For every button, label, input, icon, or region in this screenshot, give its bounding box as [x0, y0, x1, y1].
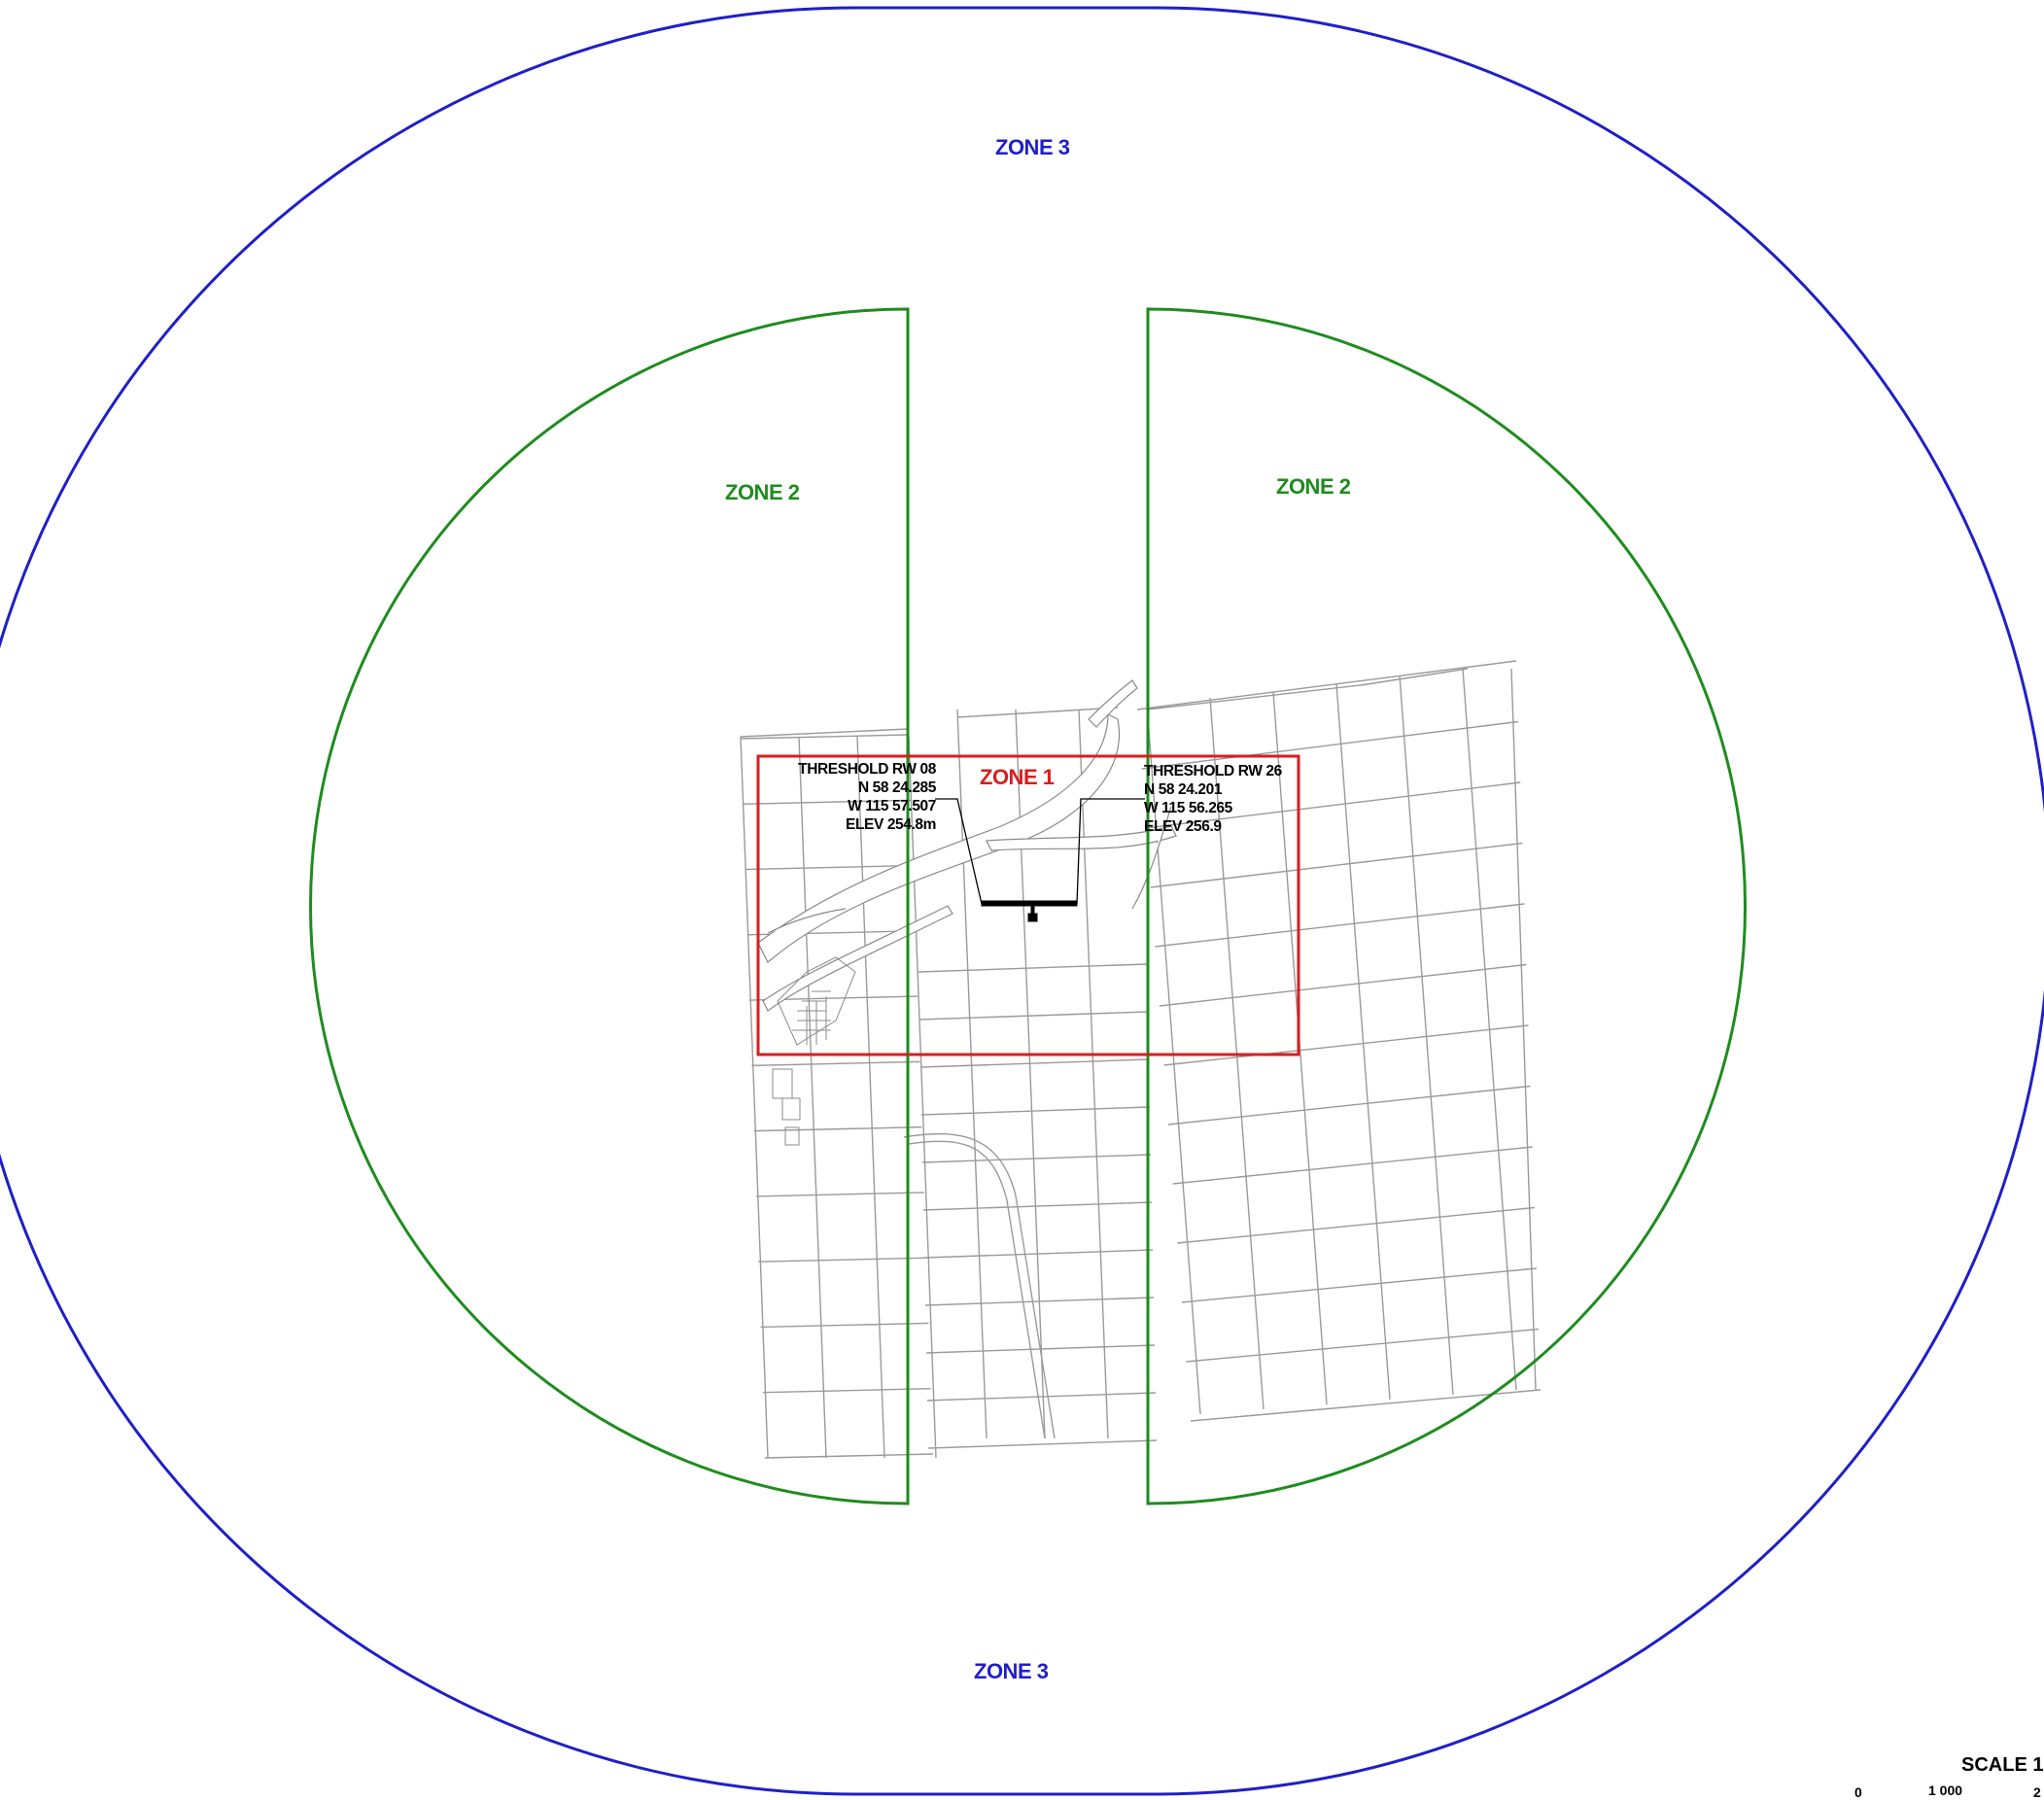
parcel-line — [745, 864, 914, 871]
zone2-right-label: ZONE 2 — [1276, 474, 1351, 499]
parcel-line — [762, 1388, 931, 1394]
threshold-rw26-lat: N 58 24.201 — [1144, 781, 1223, 798]
threshold-rw08-label: THRESHOLD RW 08 N 58 24.285 W 115 57.507… — [785, 760, 936, 834]
parcel-line — [856, 736, 885, 1459]
parcel-line — [924, 1297, 1155, 1306]
parcel-line — [919, 1058, 1150, 1068]
parcel-line — [1150, 842, 1523, 888]
zone1-boundary — [756, 754, 1300, 1056]
parcel-line — [1335, 682, 1391, 1401]
parcel-line — [918, 1011, 1149, 1021]
zone2-left-label: ZONE 2 — [725, 480, 800, 504]
threshold-rw26-label: THRESHOLD RW 26 N 58 24.201 W 115 56.265… — [1144, 762, 1282, 836]
zone2-right-boundary — [1146, 307, 1747, 1506]
parcel-line — [1078, 709, 1109, 1439]
scale-tick-1000: 1 000 — [1928, 1783, 1963, 1798]
threshold-rw08-title: THRESHOLD RW 08 — [798, 761, 936, 778]
zone2-left-boundary — [309, 307, 910, 1506]
threshold-rw26-lon: W 115 56.265 — [1144, 800, 1232, 816]
zone3-top-label: ZONE 3 — [995, 135, 1070, 159]
leader-rw08 — [935, 798, 983, 905]
parcel-line — [1155, 903, 1525, 948]
threshold-rw08-lon: W 115 57.507 — [848, 798, 936, 814]
road-line — [908, 1140, 1046, 1439]
scale-tick-0: 0 — [1854, 1784, 1862, 1800]
river-channel — [757, 679, 1177, 1012]
parcel-line — [1177, 1206, 1535, 1244]
parcel-line — [920, 1106, 1151, 1116]
parcel-line — [1168, 1085, 1531, 1125]
parcel-line — [1141, 720, 1519, 770]
scale-tick-2: 2 — [2033, 1784, 2041, 1800]
parcel-line — [1146, 781, 1521, 829]
parcel-line — [798, 736, 827, 1459]
parcel-line — [1360, 668, 1469, 686]
parcel-line — [764, 1453, 934, 1459]
threshold-rw08-lat: N 58 24.285 — [857, 779, 936, 796]
threshold-rw26-title: THRESHOLD RW 26 — [1144, 763, 1282, 779]
parcel-line — [755, 1192, 924, 1197]
parcel-line — [926, 1392, 1157, 1402]
parcel-line — [1146, 684, 1362, 710]
parcel-line — [1186, 1328, 1539, 1363]
parcel-line — [922, 1201, 1153, 1211]
threshold-rw08-elev: ELEV 254.8m — [846, 816, 936, 833]
parcel-line — [753, 1125, 922, 1132]
scale-title: SCALE 1 — [1961, 1754, 2044, 1776]
zone1-label: ZONE 1 — [980, 765, 1055, 789]
parcel-line — [921, 1154, 1152, 1163]
town-lots — [772, 956, 856, 1146]
parcel-line — [743, 799, 912, 805]
leader-rw26 — [1076, 798, 1145, 905]
parcel-line — [751, 1060, 920, 1067]
parcel-line — [918, 963, 1148, 973]
parcel-line — [760, 1322, 929, 1329]
parcel-grid — [740, 660, 1542, 1459]
parcel-line — [740, 728, 910, 738]
zone3-boundary — [0, 6, 2044, 1796]
parcel-line — [956, 709, 987, 1439]
parcel-line — [1399, 675, 1454, 1396]
parcel-line — [1510, 668, 1537, 1391]
parcel-line — [740, 736, 769, 1459]
parcel-line — [956, 707, 1119, 718]
parcel-line — [1146, 704, 1201, 1415]
runway — [981, 900, 1078, 922]
zone3-bottom-label: ZONE 3 — [974, 1659, 1049, 1683]
threshold-rw26-elev: ELEV 256.9 — [1144, 818, 1222, 835]
parcel-line — [1136, 660, 1517, 710]
parcel-line — [908, 736, 937, 1459]
parcel-line — [1172, 1146, 1533, 1185]
parcel-line — [923, 1249, 1154, 1259]
parcel-line — [1159, 963, 1527, 1007]
parcel-line — [1163, 1024, 1529, 1066]
parcel-line — [1181, 1267, 1537, 1303]
parcel-line — [1190, 1389, 1542, 1422]
parcel-line — [927, 1439, 1158, 1449]
parcel-line — [740, 734, 910, 740]
parcel-line — [758, 1257, 927, 1263]
road-line — [903, 1132, 1056, 1439]
